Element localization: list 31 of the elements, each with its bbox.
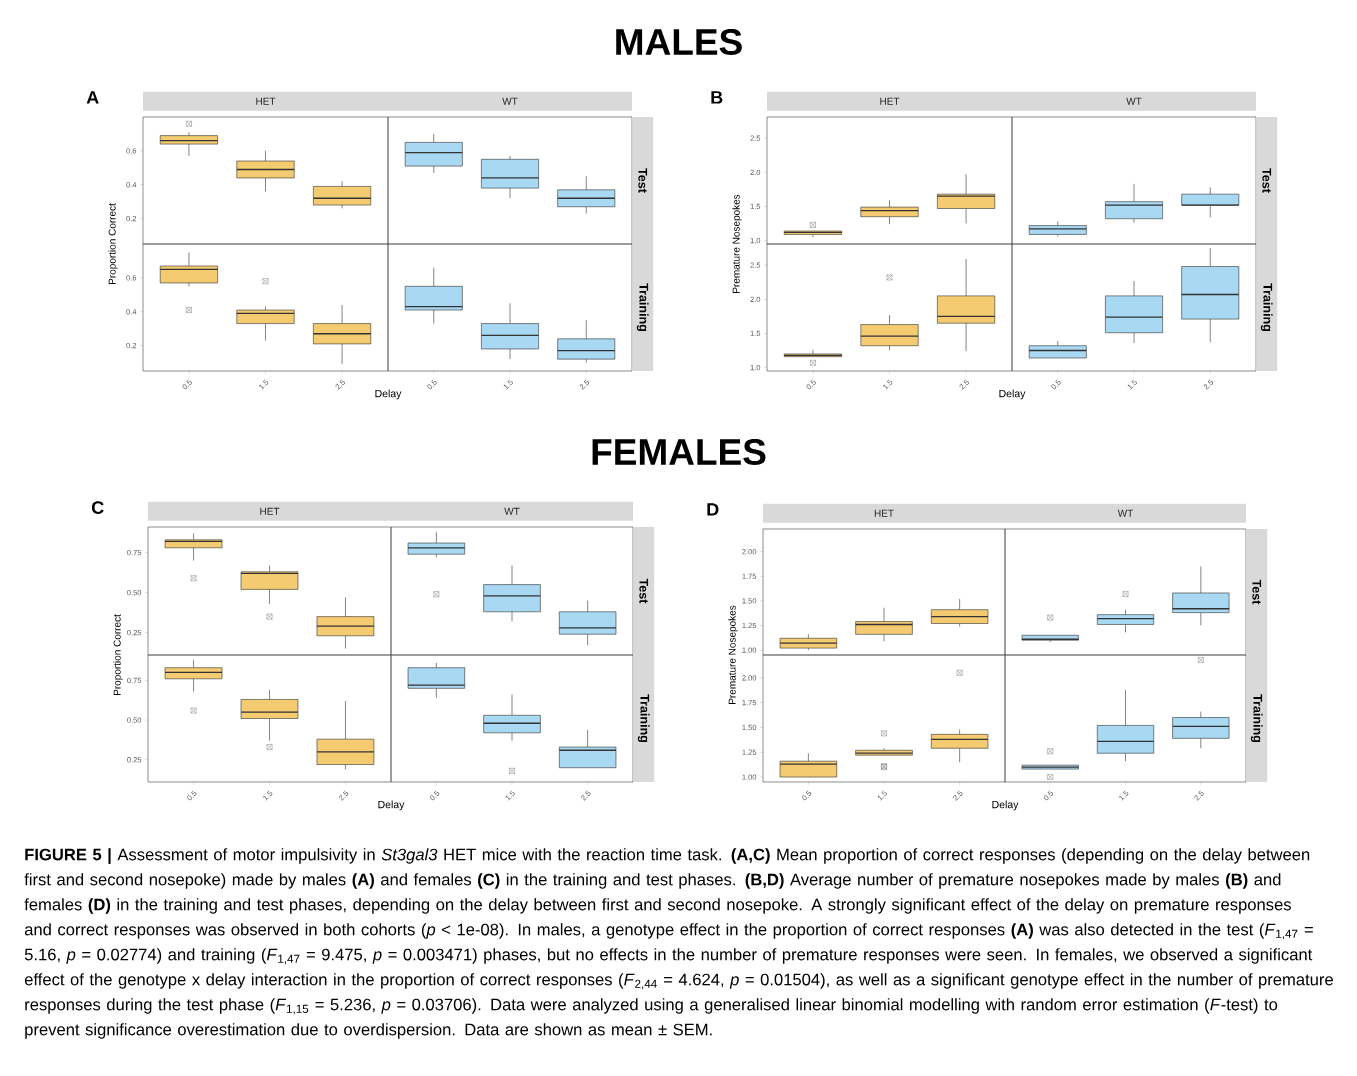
y-axis-title: Premature Nosepokes <box>728 605 738 704</box>
text: MALES <box>616 28 742 56</box>
x-axis-title: Delay <box>375 389 402 400</box>
text: C <box>91 501 104 514</box>
chart-title: HET <box>874 509 894 517</box>
chart-title: WT <box>502 97 518 105</box>
y2-axis-title: Training <box>1260 283 1273 331</box>
y2-axis-title: Test <box>1262 168 1272 193</box>
y-axis-title: Proportion Correct <box>108 203 118 285</box>
y2-axis-title: Test <box>1252 579 1262 605</box>
x-axis-title: Delay <box>992 800 1019 811</box>
y-axis-title: Premature Nosepokes <box>732 194 742 293</box>
text: FIGURE 5 | Assessment of motor impulsivity in St3gal3 HET mice with the reaction time task. (A,C) Mean proportion of correct responses (depending on the delay between first and second nosepoke) made by males (A) and females (C) in the training and test phases. (B,D) Average number of premature nosepokes made by males (B) and females (D) in the training and test phases, depending on the delay between first and second nosepoke. A strongly significant effect of the delay on premature responses and correct responses was observed in both cohorts (p < 1e-08). In males, a genotype effect in the proportion of correct responses (A) was also detected in the test (F$_{1,47}$ = 5.16, p = 0.02774) and training (F$_{1,47}$ = 9.475, p = 0.003471) phases, but no effects in the number of premature responses were seen. In females, we observed a significant effect of the genotype x delay interaction in the proportion of correct responses (F$_{2,44}$ = 4.624, p = 0.01504), as well as a significant genotype effect in the number of premature responses during the test phase (F$_{1,15}$ = 5.236, p = 0.03706). Data were analyzed using a generalised linear binomial modelling with random error estimation (F-test) to prevent significance overestimation due to overdispersion. Data are shown as mean ± SEM. <box>24 848 1333 1039</box>
text: D <box>707 503 719 516</box>
y2-axis-title: Test <box>639 578 649 604</box>
y-axis-title: Proportion Correct <box>113 614 123 696</box>
y2-axis-title: Training <box>636 283 649 331</box>
text: FEMALES <box>592 438 766 466</box>
text: B <box>711 91 723 104</box>
text: A <box>86 91 99 104</box>
chart-title: HET <box>256 97 276 105</box>
x-axis-title: Delay <box>378 800 405 811</box>
chart-title: WT <box>504 507 520 515</box>
chart-title: WT <box>1117 509 1134 517</box>
chart-title: WT <box>1126 97 1142 105</box>
x-axis-title: Delay <box>999 389 1026 400</box>
y2-axis-title: Training <box>1250 694 1263 742</box>
y2-axis-title: Training <box>637 694 650 742</box>
y2-axis-title: Test <box>638 168 648 193</box>
chart-title: HET <box>880 97 900 105</box>
chart-title: HET <box>260 507 280 515</box>
